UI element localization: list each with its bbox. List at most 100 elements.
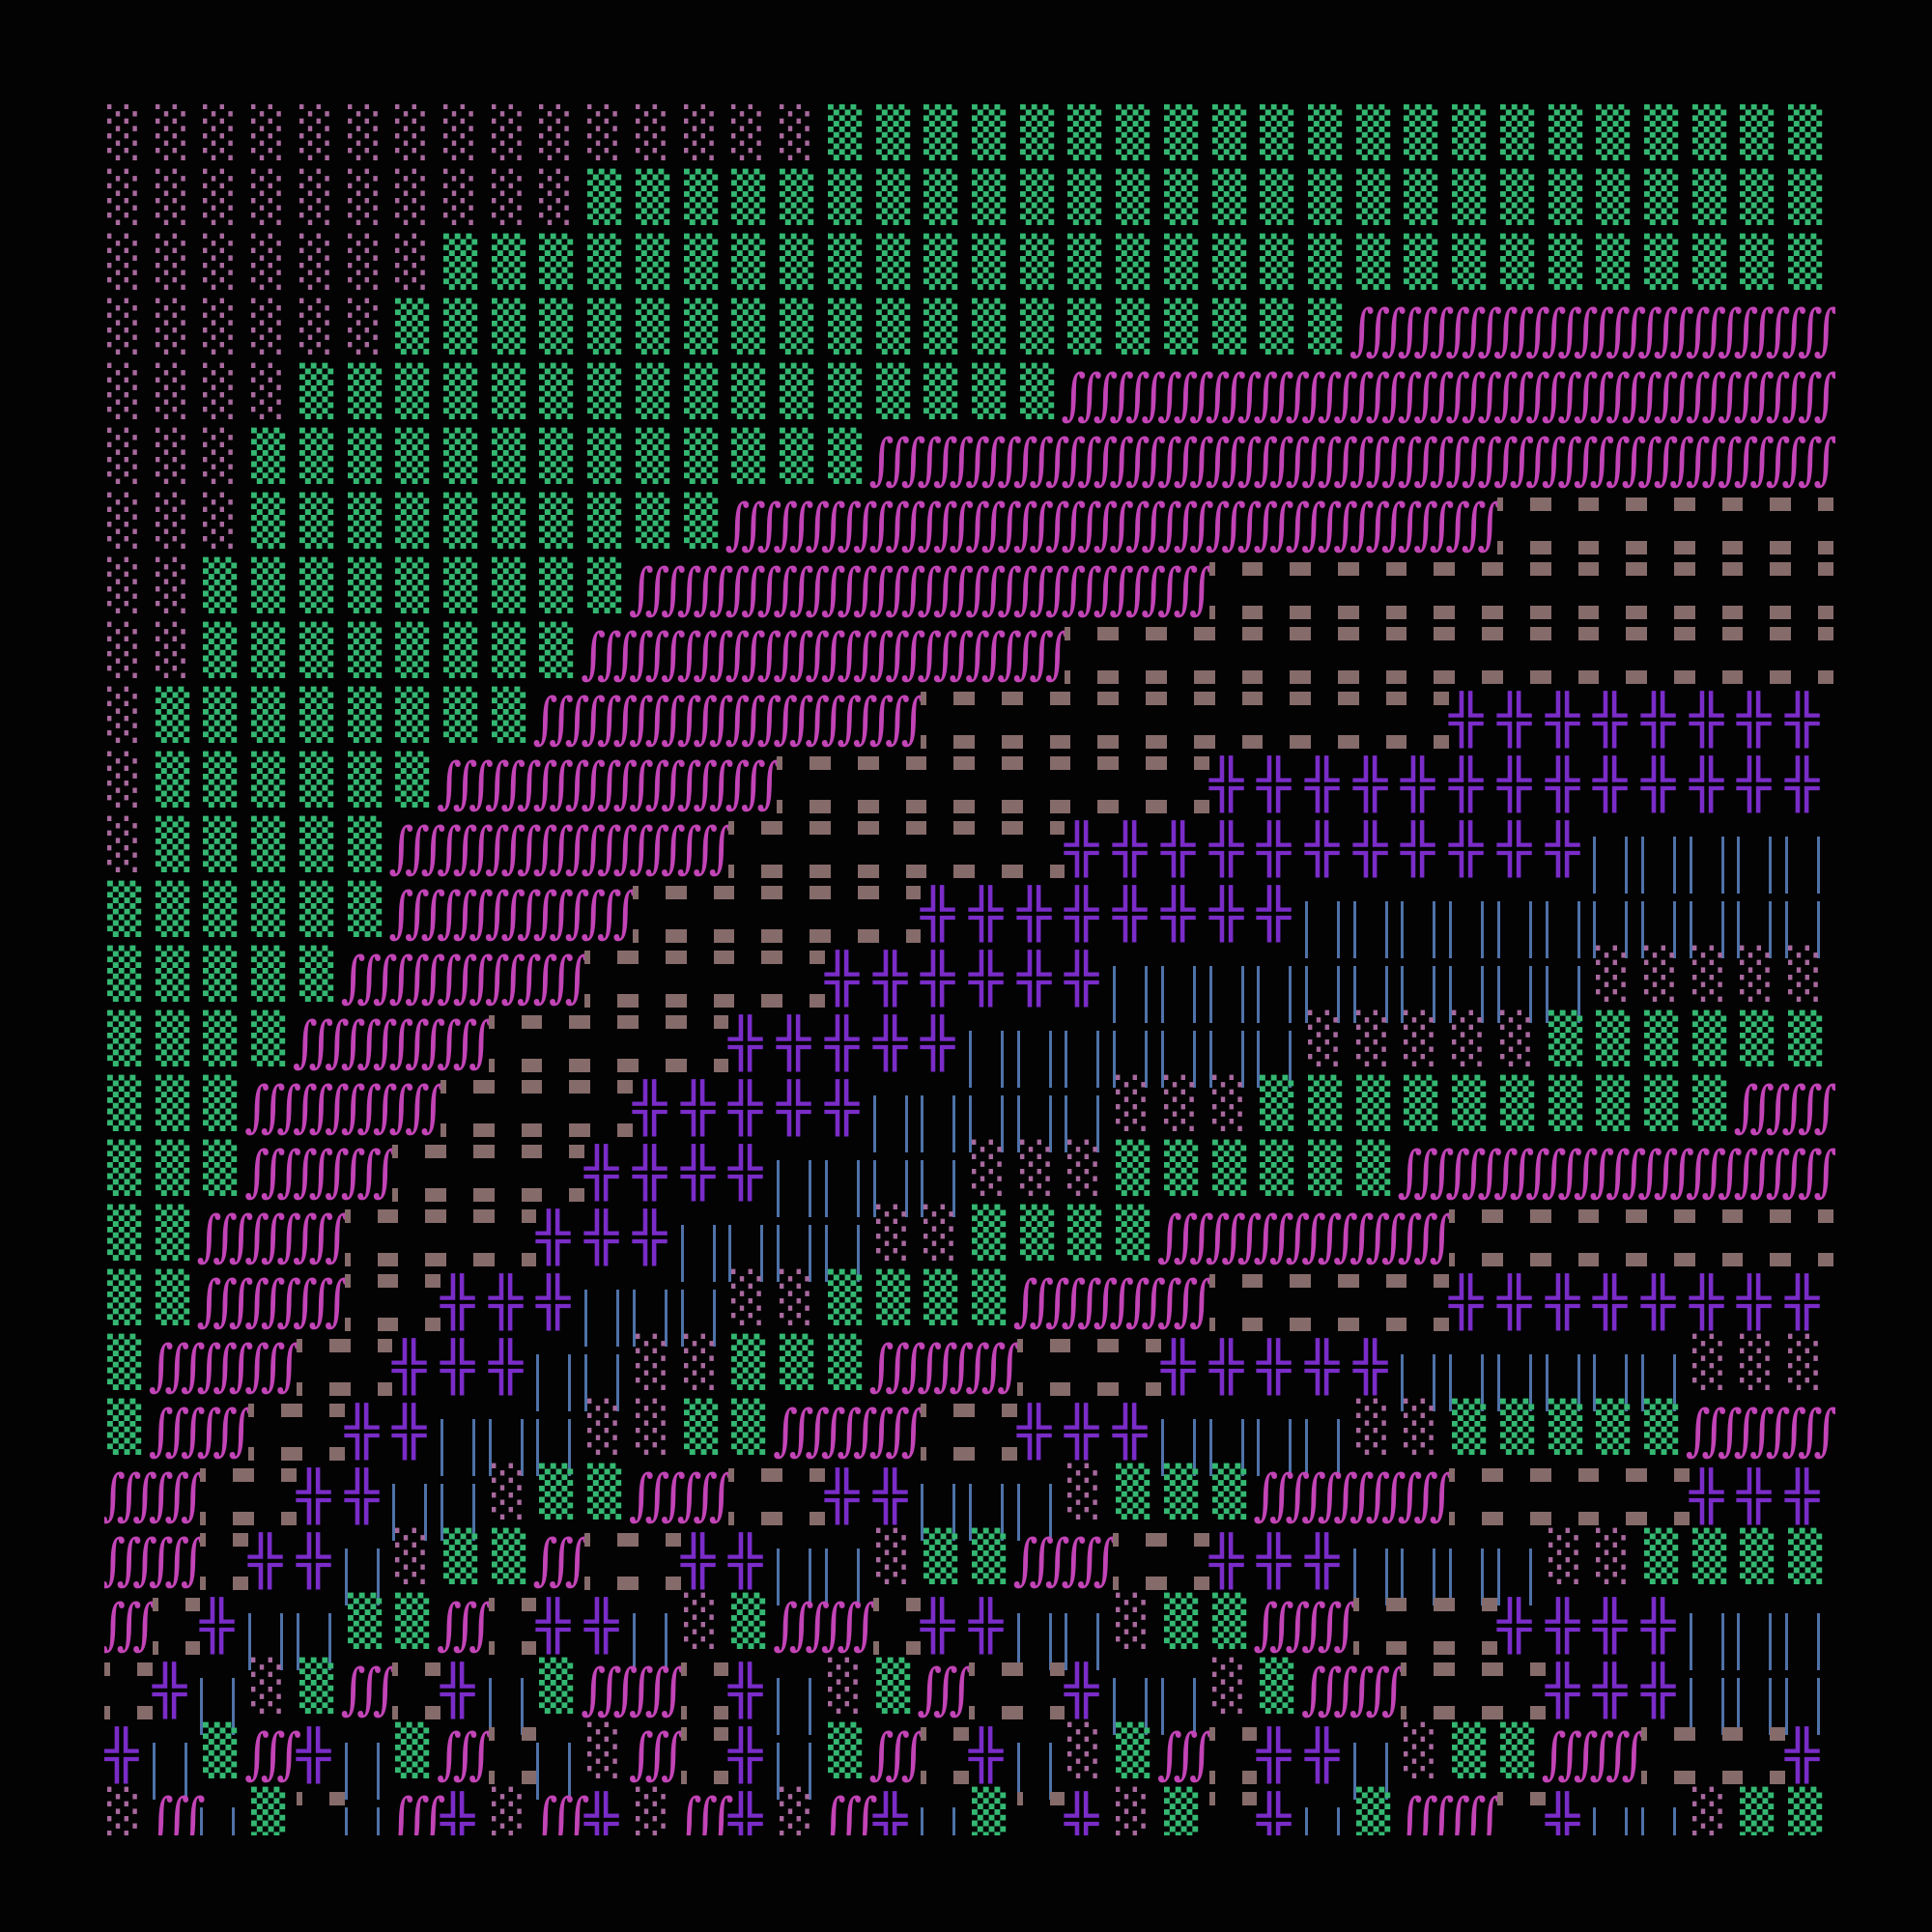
dot-mark xyxy=(1208,1274,1215,1288)
glyph: ╬ xyxy=(344,1468,379,1524)
double-bar-cell xyxy=(1257,1010,1305,1088)
glyph: ▒ xyxy=(1691,234,1726,290)
triple-integral-cell: ∭ xyxy=(1301,1657,1358,1722)
medium-shade-cell: ▒ xyxy=(489,363,537,428)
dot-mark xyxy=(1449,606,1456,619)
medium-shade-cell: ▒ xyxy=(728,234,777,298)
dot-mark xyxy=(810,821,825,835)
bar-mark xyxy=(1160,1419,1164,1476)
dot-mark xyxy=(1097,692,1114,705)
dot-mark xyxy=(1049,756,1065,770)
bar-mark xyxy=(1817,1613,1821,1670)
double-cross-cell: ╬ xyxy=(1593,687,1641,752)
brown-dots-cell xyxy=(921,1399,969,1463)
glyph: ░ xyxy=(298,169,334,225)
dot-mark xyxy=(1385,735,1402,749)
medium-shade-cell: ▒ xyxy=(248,1787,297,1835)
bar-mark xyxy=(1577,901,1580,958)
triple-integral-cell: ∭ xyxy=(1397,427,1454,493)
bar-mark xyxy=(1160,1678,1164,1735)
dot-mark xyxy=(761,865,778,878)
double-cross-cell: ╬ xyxy=(1065,816,1113,881)
glyph: ░ xyxy=(298,234,334,290)
dot-mark xyxy=(1593,670,1600,684)
light-shade-cell: ░ xyxy=(1401,1399,1449,1463)
glyph: ∭ xyxy=(292,1139,350,1204)
glyph: ∭ xyxy=(104,1592,158,1657)
dot-mark xyxy=(713,951,729,964)
double-bar-cell xyxy=(1065,1075,1113,1152)
glyph: ▒ xyxy=(443,428,478,484)
double-bar-cell xyxy=(1352,1722,1402,1800)
medium-shade-cell: ▒ xyxy=(248,557,297,622)
glyph: ▒ xyxy=(251,1010,286,1066)
glyph: ╬ xyxy=(1641,1598,1676,1654)
glyph: ░ xyxy=(395,104,430,160)
medium-shade-cell: ▒ xyxy=(200,1075,248,1140)
double-bar-cell xyxy=(1689,881,1738,958)
brown-dots-cell xyxy=(584,1010,633,1075)
double-cross-cell: ╬ xyxy=(969,1722,1017,1787)
double-cross-cell: ╬ xyxy=(1785,1463,1833,1528)
glyph: ╬ xyxy=(584,1145,619,1201)
medium-shade-cell: ▒ xyxy=(681,493,729,557)
medium-shade-cell: ▒ xyxy=(1017,1205,1065,1269)
dot-mark xyxy=(1529,606,1546,619)
glyph: ╬ xyxy=(1257,1339,1292,1395)
light-shade-cell: ░ xyxy=(1113,1075,1161,1140)
triple-integral-cell: ∭ xyxy=(1206,492,1263,557)
dot-mark xyxy=(761,1512,778,1525)
light-shade-cell: ░ xyxy=(1737,1334,1785,1399)
light-shade-cell: ░ xyxy=(969,1140,1017,1205)
glyph: ∭ xyxy=(1733,427,1791,492)
medium-shade-cell: ▒ xyxy=(1690,104,1738,169)
medium-shade-cell: ▒ xyxy=(1113,104,1161,169)
dot-mark xyxy=(328,1382,345,1396)
light-shade-cell: ░ xyxy=(153,104,201,169)
double-cross-cell: ╬ xyxy=(633,1205,681,1269)
brown-dots-cell xyxy=(1496,1787,1546,1835)
dot-mark xyxy=(584,1015,591,1029)
double-cross-cell: ╬ xyxy=(1257,752,1305,816)
dot-mark xyxy=(921,1727,927,1741)
medium-shade-cell: ▒ xyxy=(536,1463,584,1528)
glyph: ▒ xyxy=(251,881,286,937)
glyph: ∭ xyxy=(1205,1204,1263,1268)
glyph: ▒ xyxy=(635,363,670,419)
glyph: ▒ xyxy=(971,104,1007,160)
dot-mark xyxy=(665,886,681,899)
glyph: ▒ xyxy=(1019,169,1054,225)
light-shade-cell: ░ xyxy=(1401,1722,1449,1787)
dot-mark xyxy=(1097,627,1114,640)
dot-mark xyxy=(1593,1468,1600,1482)
glyph: ▒ xyxy=(875,104,910,160)
glyph: ▒ xyxy=(395,687,430,743)
glyph: ∭ xyxy=(1637,298,1695,362)
double-cross-cell: ╬ xyxy=(1209,1334,1258,1399)
dot-mark xyxy=(1001,865,1017,878)
bar-mark xyxy=(809,1160,812,1217)
light-shade-cell: ░ xyxy=(153,234,201,298)
bar-mark xyxy=(952,1807,956,1835)
bar-mark xyxy=(1769,1678,1773,1735)
medium-shade-cell: ▒ xyxy=(1209,1463,1258,1528)
double-cross-cell: ╬ xyxy=(584,1140,633,1205)
medium-shade-cell: ▒ xyxy=(1401,1075,1449,1140)
glyph: ╬ xyxy=(1689,1274,1723,1330)
bar-mark xyxy=(1528,901,1532,958)
double-cross-cell: ╬ xyxy=(1257,1722,1305,1787)
dot-mark xyxy=(1496,541,1503,554)
dot-mark xyxy=(1193,800,1209,813)
double-cross-cell: ╬ xyxy=(392,1334,440,1399)
brown-dots-cell xyxy=(1208,1787,1258,1835)
double-cross-cell: ╬ xyxy=(1641,687,1690,752)
glyph: ▒ xyxy=(298,493,334,549)
glyph: ∭ xyxy=(1685,427,1743,492)
bar-mark xyxy=(904,1160,908,1217)
bar-mark xyxy=(1305,1807,1308,1835)
glyph: ▒ xyxy=(443,687,478,743)
dot-mark xyxy=(1146,692,1161,705)
medium-shade-cell: ▒ xyxy=(681,1399,729,1463)
double-bar-cell xyxy=(440,1399,489,1476)
double-cross-cell: ╬ xyxy=(728,1787,777,1835)
